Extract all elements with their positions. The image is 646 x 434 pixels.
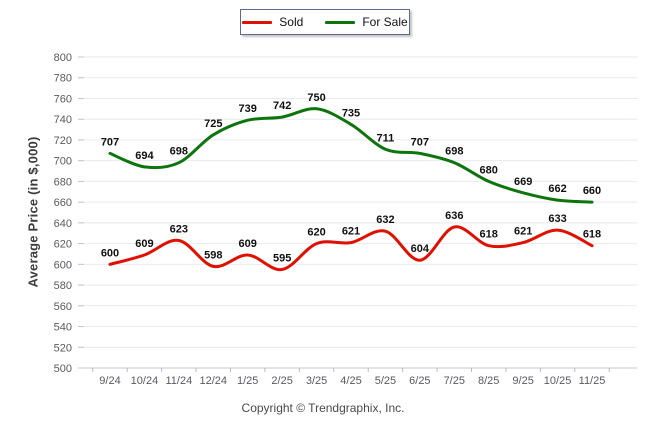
y-tick-label: 780 (54, 73, 72, 85)
x-tick-label: 5/25 (375, 375, 396, 387)
data-label-for-sale: 680 (480, 164, 498, 176)
x-tick-label: 7/25 (444, 375, 465, 387)
data-label-for-sale: 698 (445, 146, 463, 158)
data-label-for-sale: 707 (101, 136, 119, 148)
x-tick-label: 2/25 (271, 375, 292, 387)
y-tick-label: 600 (54, 259, 72, 271)
x-tick-label: 3/25 (306, 375, 327, 387)
data-label-sold: 618 (480, 229, 498, 241)
y-tick-label: 760 (54, 93, 72, 105)
x-tick-label: 4/25 (340, 375, 361, 387)
y-tick-label: 540 (54, 322, 72, 334)
legend-item-for-sale: For Sale (325, 15, 408, 29)
data-label-sold: 621 (342, 226, 360, 238)
data-label-sold: 618 (583, 229, 601, 241)
y-tick-label: 580 (54, 280, 72, 292)
x-tick-label: 9/25 (512, 375, 533, 387)
data-label-sold: 623 (170, 223, 188, 235)
data-label-for-sale: 742 (273, 100, 291, 112)
sold-line-swatch (242, 20, 273, 24)
for-sale-line-swatch (325, 20, 356, 24)
data-label-sold: 604 (411, 243, 430, 255)
legend-item-sold: Sold (242, 15, 303, 29)
x-tick-label: 6/25 (409, 375, 430, 387)
data-label-for-sale: 739 (239, 103, 257, 115)
data-label-for-sale: 735 (342, 107, 360, 119)
y-tick-label: 740 (54, 114, 72, 126)
data-label-sold: 621 (514, 226, 532, 238)
x-tick-label: 12/24 (200, 375, 228, 387)
y-tick-label: 800 (54, 52, 72, 64)
x-tick-label: 10/25 (544, 375, 572, 387)
x-tick-label: 11/24 (165, 375, 192, 387)
legend: Sold For Sale (240, 9, 410, 35)
y-tick-label: 640 (54, 218, 72, 230)
x-tick-label: 8/25 (478, 375, 499, 387)
data-label-for-sale: 660 (583, 185, 601, 197)
y-tick-label: 720 (54, 135, 72, 147)
y-tick-label: 520 (54, 342, 72, 354)
data-label-sold: 633 (548, 213, 566, 225)
data-label-for-sale: 698 (170, 146, 188, 158)
y-tick-label: 680 (54, 176, 72, 188)
data-label-for-sale: 662 (548, 183, 566, 195)
data-label-for-sale: 750 (307, 92, 325, 104)
data-label-sold: 632 (376, 214, 394, 226)
x-tick-label: 1/25 (237, 375, 258, 387)
x-tick-label: 10/24 (131, 375, 159, 387)
data-label-for-sale: 707 (411, 136, 429, 148)
data-label-sold: 600 (101, 247, 119, 259)
data-label-sold: 636 (445, 210, 463, 222)
sold-legend-label: Sold (279, 15, 304, 29)
x-tick-label: 11/25 (579, 375, 606, 387)
y-tick-label: 660 (54, 197, 72, 209)
data-label-sold: 595 (273, 253, 291, 265)
data-label-for-sale: 694 (135, 150, 154, 162)
y-tick-label: 700 (54, 156, 72, 168)
data-label-for-sale: 669 (514, 176, 532, 188)
y-axis-title: Average Price (in $,000) (25, 136, 41, 288)
for-sale-legend-label: For Sale (362, 15, 408, 29)
data-label-sold: 609 (239, 238, 257, 250)
data-label-sold: 598 (204, 249, 222, 261)
data-label-for-sale: 725 (204, 118, 222, 130)
data-label-for-sale: 711 (377, 132, 395, 144)
data-label-sold: 609 (135, 238, 153, 250)
y-tick-label: 620 (54, 239, 72, 251)
sold-line (108, 225, 594, 272)
data-label-sold: 620 (307, 227, 325, 239)
copyright-text: Copyright © Trendgraphix, Inc. (241, 401, 405, 415)
x-tick-label: 9/24 (99, 375, 120, 387)
y-tick-label: 560 (54, 301, 72, 313)
y-tick-label: 500 (54, 363, 72, 375)
for-sale-line (108, 107, 594, 204)
